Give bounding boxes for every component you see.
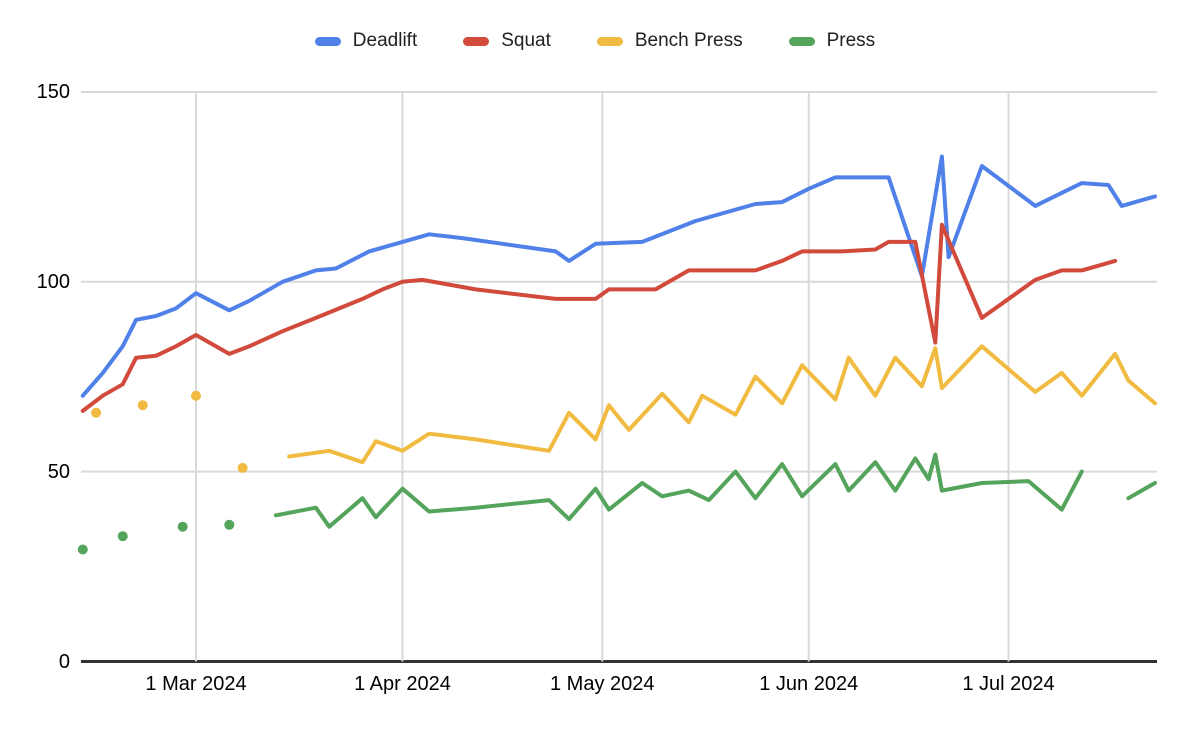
squat-series-swatch-icon [463, 36, 490, 46]
legend-item-squat[interactable]: Squat [463, 30, 551, 52]
y-axis-tick-50: 50 [47, 460, 70, 483]
y-axis-tick-0: 0 [58, 650, 70, 673]
deadlift-series-swatch-icon [314, 36, 341, 46]
bench-press-series-swatch-icon [596, 36, 623, 46]
legend-label-squat: Squat [501, 30, 551, 51]
press-series-swatch-icon [788, 36, 815, 46]
x-axis-tick-jun: 1 Jun 2024 [759, 673, 859, 695]
legend-item-deadlift[interactable]: Deadlift [314, 30, 418, 52]
legend-label-deadlift: Deadlift [352, 30, 418, 51]
x-axis-tick-apr: 1 Apr 2024 [354, 673, 451, 695]
x-axis-tick-jul: 1 Jul 2024 [962, 673, 1055, 695]
x-axis-tick-mar: 1 Mar 2024 [145, 673, 247, 695]
legend-item-bench-press[interactable]: Bench Press [596, 30, 743, 52]
y-axis-tick-100: 100 [36, 270, 70, 293]
y-axis-tick-150: 150 [36, 80, 70, 103]
legend-label-bench-press: Bench Press [634, 30, 743, 51]
legend-label-press: Press [826, 30, 876, 51]
legend-item-press[interactable]: Press [788, 30, 876, 52]
x-axis-tick-may: 1 May 2024 [549, 673, 655, 695]
chart-legend: Deadlift Squat Bench Press Press [0, 30, 1190, 52]
